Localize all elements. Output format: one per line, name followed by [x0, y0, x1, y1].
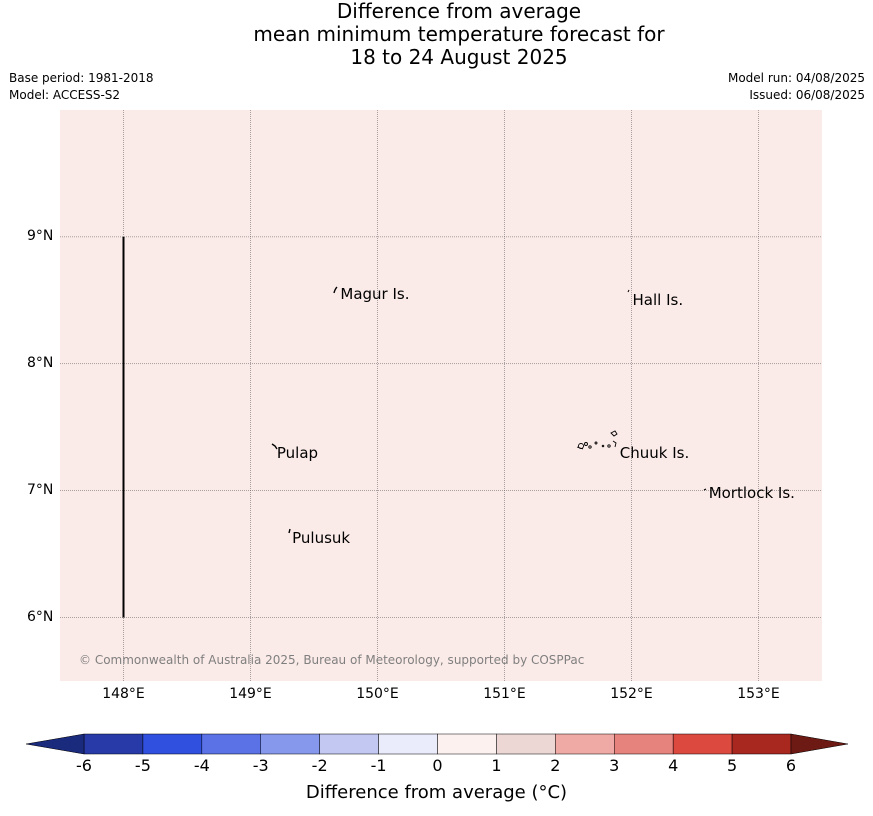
colorbar-segment [555, 733, 615, 755]
model-name: Model: ACCESS-S2 [9, 88, 121, 102]
colorbar-tick: 0 [432, 756, 443, 775]
lat-tick-label: 8°N [27, 354, 54, 371]
colorbar-tick: 3 [609, 756, 620, 775]
place-label: Pulusuk [292, 528, 351, 547]
colorbar-tick: 5 [726, 756, 738, 775]
copyright-note: © Commonwealth of Australia 2025, Bureau… [79, 653, 585, 667]
lat-tick-label: 9°N [27, 227, 54, 244]
island-hall [627, 289, 630, 293]
colorbar-segment [319, 733, 379, 755]
colorbar-over-arrow [790, 733, 849, 755]
colorbar-segment [437, 733, 497, 755]
island-magur [333, 286, 338, 294]
island-pulusuk [288, 528, 291, 534]
lon-tick-label: 149°E [229, 686, 272, 702]
meta-left: Base period: 1981-2018 Model: ACCESS-S2 [9, 70, 154, 104]
lon-tick-label: 153°E [737, 686, 780, 702]
colorbar-segment [378, 733, 438, 755]
colorbar-segment [260, 733, 320, 755]
island-markers [271, 286, 707, 534]
colorbar-tick: 1 [491, 756, 502, 775]
island-pulap [271, 443, 278, 450]
colorbar-tick: 4 [668, 756, 679, 775]
colorbar-segment [201, 733, 261, 755]
colorbar-tick: 6 [785, 756, 797, 775]
lon-tick-label: 148°E [102, 686, 145, 702]
colorbar-tick: -5 [134, 756, 151, 775]
colorbar-under-arrow [25, 733, 85, 755]
lon-tick-label: 150°E [356, 686, 399, 702]
colorbar-label: Difference from average (°C) [305, 782, 568, 803]
title-line-3: 18 to 24 August 2025 [350, 45, 568, 69]
meta-right: Model run: 04/08/2025 Issued: 06/08/2025 [728, 70, 865, 104]
colorbar-segment [83, 733, 144, 755]
base-period: Base period: 1981-2018 [9, 71, 154, 85]
island-chuuk-group [576, 430, 618, 450]
colorbar-tick: -4 [193, 756, 210, 775]
place-label: Pulap [276, 443, 319, 462]
place-label: Chuuk Is. [619, 443, 690, 462]
place-label: Magur Is. [340, 284, 410, 303]
lat-tick-label: 7°N [27, 481, 54, 498]
colorbar-tick: -6 [76, 756, 92, 775]
colorbar-segment [672, 733, 733, 755]
lon-tick-label: 151°E [483, 686, 526, 702]
colorbar-segment [142, 733, 203, 755]
title-line-1: Difference from average [336, 0, 582, 23]
title-line-2: mean minimum temperature forecast for [253, 22, 665, 46]
chart-title: Difference from average mean minimum tem… [0, 0, 873, 69]
colorbar-segment [731, 733, 792, 755]
place-label: Hall Is. [632, 291, 684, 310]
colorbar-segment [496, 733, 556, 755]
island-mortlock [703, 488, 707, 491]
colorbar-tick: -3 [252, 756, 269, 775]
colorbar-tick: -1 [370, 756, 387, 775]
colorbar [25, 733, 849, 755]
gridlines [60, 110, 822, 681]
map-background [60, 110, 822, 681]
lon-tick-label: 152°E [610, 686, 653, 702]
colorbar-tick: -2 [311, 756, 328, 775]
colorbar-segment [614, 733, 674, 755]
issued-date: Issued: 06/08/2025 [749, 88, 865, 102]
lat-tick-label: 6°N [27, 608, 54, 625]
place-label: Mortlock Is. [708, 484, 795, 503]
colorbar-tick: 2 [550, 756, 561, 775]
model-run: Model run: 04/08/2025 [727, 71, 865, 85]
